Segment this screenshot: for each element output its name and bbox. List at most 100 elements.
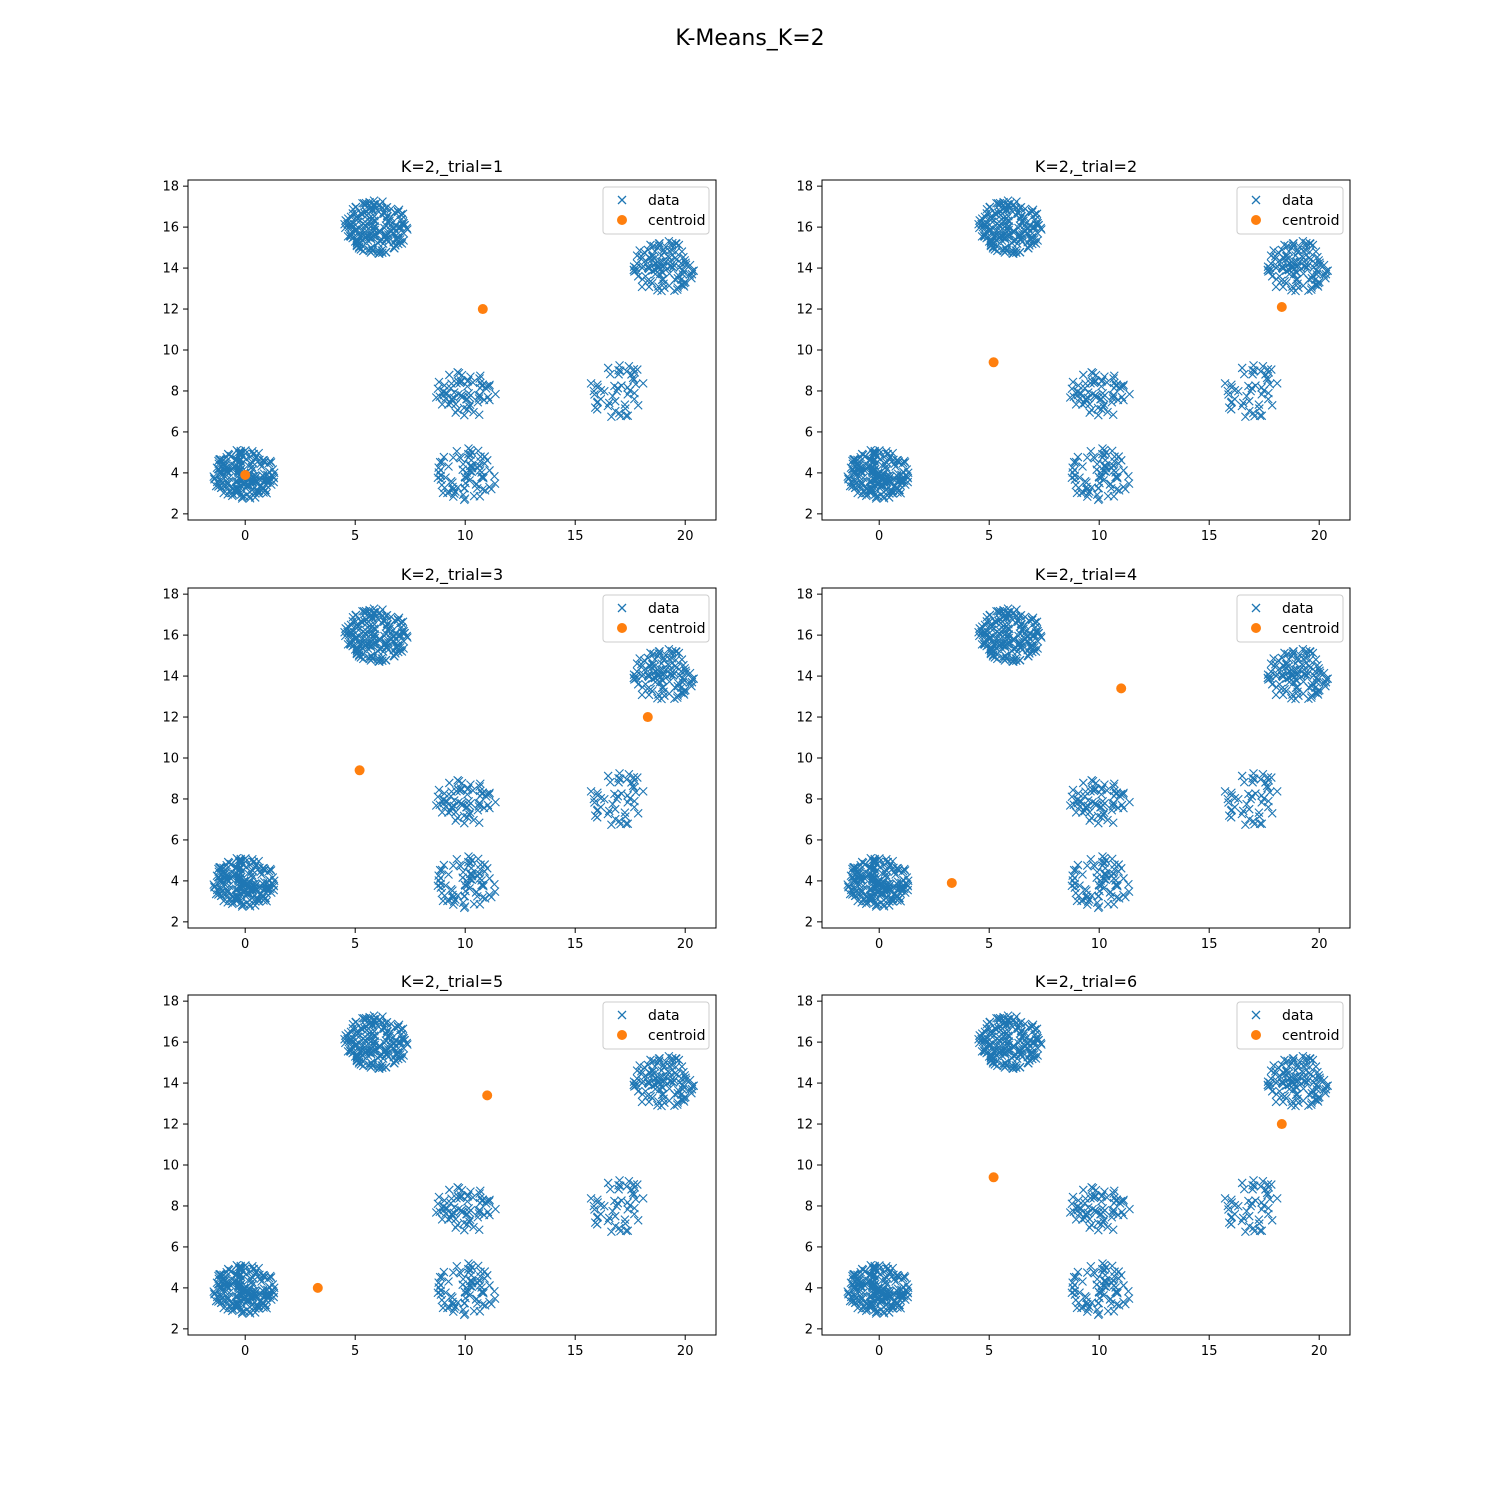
data-point: [1031, 622, 1041, 632]
data-point: [987, 240, 997, 250]
data-point: [638, 1077, 648, 1086]
data-point: [610, 1196, 619, 1206]
y-tick-label: 6: [171, 1240, 179, 1255]
data-point: [436, 1286, 446, 1296]
data-point: [379, 209, 389, 219]
data-point: [1003, 607, 1013, 617]
data-point: [659, 260, 668, 270]
data-point: [246, 1274, 256, 1284]
data-point: [1305, 655, 1315, 665]
x-tick-label: 0: [241, 529, 249, 544]
data-point: [1001, 651, 1011, 661]
centroid-point: [354, 765, 365, 776]
data-point: [996, 1022, 1005, 1031]
data-point: [1099, 808, 1109, 818]
y-tick-label: 2: [171, 1322, 179, 1337]
x-tick-label: 10: [457, 529, 474, 544]
data-point: [262, 488, 272, 498]
data-point: [605, 369, 615, 379]
data-point: [444, 1185, 454, 1195]
data-point: [1003, 196, 1013, 206]
data-point: [653, 1100, 662, 1110]
data-point: [635, 1061, 645, 1070]
data-point: [1095, 478, 1104, 488]
data-point: [447, 395, 456, 405]
data-point: [896, 488, 906, 498]
data-point: [1077, 400, 1087, 409]
data-point: [248, 873, 258, 882]
data-point: [234, 875, 243, 885]
data-point: [380, 631, 389, 641]
data-point: [687, 1084, 697, 1094]
data-point: [1287, 693, 1296, 703]
data-point: [864, 485, 874, 495]
data-point: [1030, 1037, 1040, 1047]
data-point: [636, 254, 646, 264]
data-point: [865, 885, 875, 895]
data-point: [1272, 378, 1282, 388]
data-point: [242, 875, 251, 885]
data-points: [209, 196, 699, 505]
data-point: [240, 1307, 249, 1316]
data-point: [1238, 398, 1248, 408]
y-tick-label: 12: [162, 1118, 179, 1133]
data-point: [459, 403, 469, 413]
data-point: [1123, 879, 1133, 889]
data-point: [896, 470, 906, 480]
data-point: [1277, 671, 1287, 681]
data-point: [678, 1080, 688, 1090]
data-point: [459, 1218, 469, 1228]
data-point: [439, 1205, 449, 1215]
data-point: [1099, 445, 1109, 455]
data-point: [1261, 1185, 1270, 1194]
data-point: [620, 1219, 630, 1228]
data-point: [1032, 1024, 1042, 1034]
data-point: [896, 1285, 906, 1295]
data-point: [1001, 1058, 1011, 1068]
data-point: [397, 647, 407, 656]
data-point: [1013, 1024, 1023, 1034]
data-point: [632, 251, 642, 261]
data-point: [638, 669, 648, 679]
data-points: [209, 1011, 699, 1320]
data-point: [1089, 1193, 1099, 1203]
data-point: [1092, 898, 1102, 908]
data-point: [356, 1023, 366, 1033]
data-point: [381, 611, 391, 621]
centroid-point: [988, 1172, 999, 1183]
y-tick-label: 12: [162, 711, 179, 726]
data-point: [1103, 407, 1112, 417]
data-point: [1012, 1012, 1021, 1021]
centroid-point: [1116, 683, 1127, 694]
data-point: [871, 492, 881, 502]
data-point: [1020, 226, 1029, 235]
data-point: [1272, 261, 1282, 271]
data-point: [1287, 285, 1296, 295]
data-point: [469, 815, 478, 825]
data-point: [1078, 1277, 1087, 1286]
data-point: [903, 1288, 913, 1298]
data-point: [351, 610, 361, 620]
data-point: [1024, 207, 1034, 217]
y-tick-label: 16: [796, 1036, 813, 1051]
data-point: [1099, 402, 1108, 412]
data-point: [1092, 1305, 1102, 1315]
data-point: [1092, 1274, 1102, 1284]
data-point: [370, 1037, 380, 1046]
data-point: [1280, 1055, 1289, 1065]
data-point: [668, 1078, 678, 1087]
data-point: [1108, 1225, 1118, 1235]
data-point: [590, 390, 599, 399]
data-point: [242, 1282, 251, 1292]
data-point: [870, 889, 880, 899]
data-point: [1113, 803, 1123, 813]
x-tick-label: 5: [985, 529, 993, 544]
data-point: [871, 857, 880, 866]
data-point: [1125, 1204, 1134, 1214]
data-point: [1270, 662, 1280, 672]
data-point: [1244, 789, 1253, 799]
data-point: [480, 1274, 490, 1283]
data-point: [483, 800, 493, 810]
data-point: [895, 485, 904, 495]
data-point: [223, 888, 232, 897]
